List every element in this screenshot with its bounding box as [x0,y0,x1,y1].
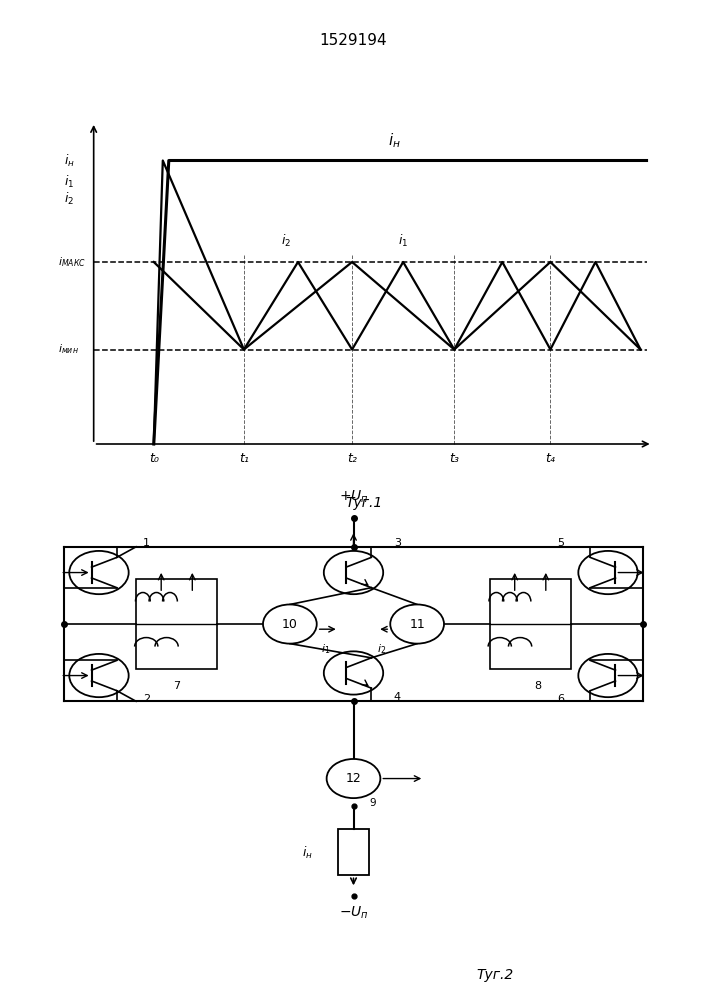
Text: 12: 12 [346,772,361,785]
Text: $i_1$: $i_1$ [398,232,408,249]
Text: t₃: t₃ [450,452,459,464]
Text: $i_2$: $i_2$ [281,232,291,249]
Text: $i_{МАКС}$: $i_{МАКС}$ [57,255,86,269]
Circle shape [390,604,444,644]
Text: 3: 3 [394,538,401,548]
Text: t₄: t₄ [546,452,555,464]
Text: $i_2$: $i_2$ [64,191,74,207]
Text: 1: 1 [143,538,150,548]
Text: 10: 10 [282,618,298,631]
Bar [338,829,369,875]
Circle shape [327,759,380,798]
Text: $i_н$: $i_н$ [64,152,74,169]
Text: $i_2$: $i_2$ [377,642,387,656]
Text: $i_1$: $i_1$ [64,173,74,190]
Text: Τуг.2: Τуг.2 [477,968,513,982]
Text: 2: 2 [143,694,150,704]
Text: $+U_{п}$: $+U_{п}$ [339,488,368,505]
Text: $i_1$: $i_1$ [320,642,330,656]
Text: $i_н$: $i_н$ [387,131,401,150]
Bar [136,579,218,669]
Text: 1529194: 1529194 [320,33,387,48]
Text: 11: 11 [409,618,425,631]
Bar [489,579,571,669]
Text: $i_н$: $i_н$ [302,845,313,861]
Text: t₁: t₁ [239,452,249,464]
Text: $-U_{п}$: $-U_{п}$ [339,905,368,921]
Text: t₂: t₂ [347,452,357,464]
Text: Τуг.1: Τуг.1 [346,496,382,510]
Text: t₀: t₀ [149,452,158,464]
Text: 7: 7 [173,681,180,691]
Circle shape [263,604,317,644]
Text: $i_{мин}$: $i_{мин}$ [57,343,78,356]
Text: 5: 5 [557,538,564,548]
Text: 9: 9 [369,798,375,808]
Text: 8: 8 [534,681,541,691]
Text: 4: 4 [394,692,401,702]
Text: 6: 6 [557,694,564,704]
